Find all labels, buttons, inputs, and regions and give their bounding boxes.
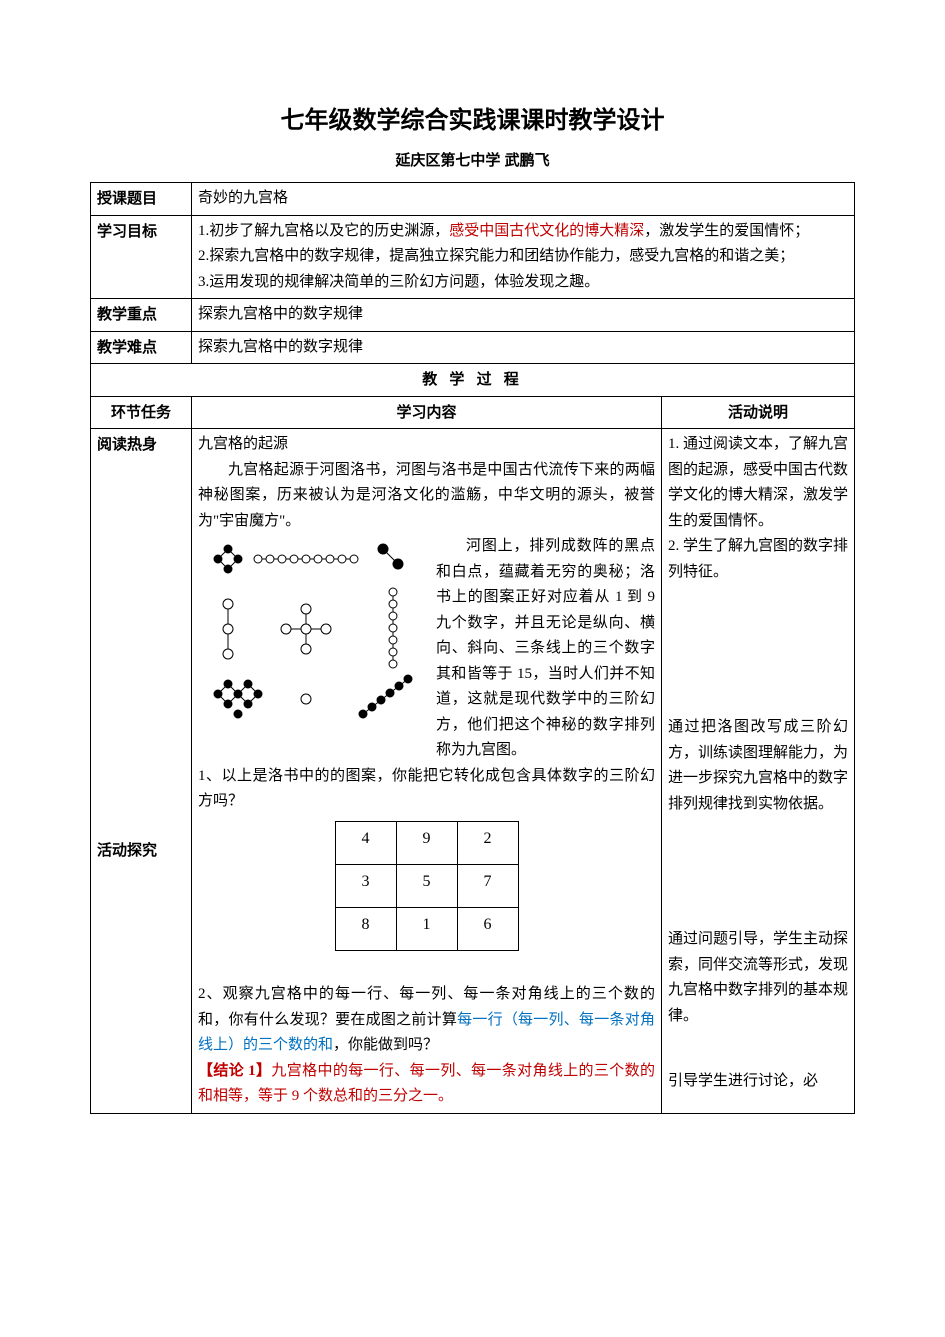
task-col: 阅读热身 活动探究: [91, 429, 192, 1114]
label-topic: 授课题目: [91, 183, 192, 216]
goal3b: 体验发现之趣: [494, 274, 584, 290]
page-title: 七年级数学综合实践课课时教学设计: [90, 100, 855, 135]
conc-c: 。: [438, 1088, 453, 1104]
header-task: 环节任务: [91, 396, 192, 429]
row-topic: 授课题目 奇妙的九宫格: [91, 183, 855, 216]
goal1a: 1.初步了解九宫格以及它的历史渊源，: [198, 223, 449, 239]
explore-act3: 引导学生进行讨论，必: [668, 1069, 848, 1095]
value-goals: 1.初步了解九宫格以及它的历史渊源，感受中国古代文化的博大精深，激发学生的爱国情…: [192, 215, 855, 299]
label-difficulty: 教学难点: [91, 331, 192, 364]
row-focus: 教学重点 探索九宫格中的数字规律: [91, 299, 855, 332]
goal1c: ，激发学生的爱国情怀；: [644, 223, 809, 239]
explore-q1: 1、以上是洛书中的的图案，你能把它转化成包含具体数字的三阶幻方吗？: [198, 764, 655, 815]
conclusion-1: 【结论 1】九宫格中的每一行、每一列、每一条对角线上的三个数的和相等，等于 9 …: [198, 1059, 655, 1110]
reading-act1: 1. 通过阅读文本，了解九宫图的起源，感受中国古代数学文化的博大精深，激发学生的…: [668, 432, 848, 534]
cell-1-1: 5: [396, 864, 457, 907]
cell-0-0: 4: [335, 821, 396, 864]
q2c: ，你能做到吗？: [333, 1037, 438, 1053]
row-process-title: 教 学 过 程: [91, 364, 855, 397]
cell-2-2: 6: [457, 907, 518, 950]
conc-b: 等于 9 个数总和的三分之一: [258, 1088, 438, 1104]
row-difficulty: 教学难点 探索九宫格中的数字规律: [91, 331, 855, 364]
spacer2: [668, 585, 848, 715]
lesson-plan-table: 授课题目 奇妙的九宫格 学习目标 1.初步了解九宫格以及它的历史渊源，感受中国古…: [90, 182, 855, 1114]
cell-1-2: 7: [457, 864, 518, 907]
page-subtitle: 延庆区第七中学 武鹏飞: [90, 149, 855, 170]
cell-1-0: 3: [335, 864, 396, 907]
process-title: 教 学 过 程: [91, 364, 855, 397]
goal2a: 2.探索九宫格中的数字规律，提高独立探究能力和团结协作能力，: [198, 248, 629, 264]
explore-q2: 2、观察九宫格中的每一行、每一列、每一条对角线上的三个数的和，你有什么发现？要在…: [198, 982, 655, 1059]
task-explore: 活动探究: [97, 838, 185, 864]
reading-act2: 2. 学生了解九宫图的数字排列特征。: [668, 534, 848, 585]
row-goals: 学习目标 1.初步了解九宫格以及它的历史渊源，感受中国古代文化的博大精深，激发学…: [91, 215, 855, 299]
value-focus: 探索九宫格中的数字规律: [192, 299, 855, 332]
reading-p2: 河图上，排列成数阵的黑点和白点，蕴藏着无穷的奥秘；洛书上的图案正好对应着从 1 …: [436, 534, 655, 764]
cell-2-1: 1: [396, 907, 457, 950]
header-content: 学习内容: [192, 396, 662, 429]
conc-label: 【结论 1】: [198, 1063, 271, 1079]
reading-p1: 九宫格起源于河图洛书，河图与洛书是中国古代流传下来的两幅神秘图案，历来被认为是河…: [198, 458, 655, 535]
value-difficulty: 探索九宫格中的数字规律: [192, 331, 855, 364]
luoshu-svg: [198, 534, 428, 734]
label-goals: 学习目标: [91, 215, 192, 299]
header-activity: 活动说明: [662, 396, 855, 429]
task-reading: 阅读热身: [97, 432, 185, 458]
luoshu-wrap: 河图上，排列成数阵的黑点和白点，蕴藏着无穷的奥秘；洛书上的图案正好对应着从 1 …: [198, 534, 655, 764]
value-topic: 奇妙的九宫格: [192, 183, 855, 216]
cell-0-2: 2: [457, 821, 518, 864]
row-body: 阅读热身 活动探究 九宫格的起源 九宫格起源于河图洛书，河图与洛书是中国古代流传…: [91, 429, 855, 1114]
goal3a: 3.运用发现的规律解决简单的三阶幻方问题，: [198, 274, 494, 290]
page: 七年级数学综合实践课课时教学设计 延庆区第七中学 武鹏飞 授课题目 奇妙的九宫格…: [0, 0, 945, 1337]
cell-0-1: 9: [396, 821, 457, 864]
spacer4: [668, 1029, 848, 1069]
label-focus: 教学重点: [91, 299, 192, 332]
goal2c: ；: [779, 248, 794, 264]
origin-title: 九宫格的起源: [198, 432, 655, 458]
explore-act2: 通过问题引导，学生主动探索，同伴交流等形式，发现九宫格中数字排列的基本规律。: [668, 927, 848, 1029]
luoshu-diagram: [198, 534, 428, 734]
goal1b: 感受中国古代文化的博大精深: [449, 223, 644, 239]
magic-square: 492 357 816: [335, 821, 519, 951]
cell-2-0: 8: [335, 907, 396, 950]
explore-act1: 通过把洛图改写成三阶幻方，训练读图理解能力，为进一步探究九宫格中的数字排列规律找…: [668, 715, 848, 817]
row-headers: 环节任务 学习内容 活动说明: [91, 396, 855, 429]
spacer3: [668, 817, 848, 927]
goal2b: 感受九宫格的和谐之美: [629, 248, 779, 264]
goal3c: 。: [584, 274, 599, 290]
spacer1: [97, 458, 185, 838]
content-col: 九宫格的起源 九宫格起源于河图洛书，河图与洛书是中国古代流传下来的两幅神秘图案，…: [192, 429, 662, 1114]
activity-col: 1. 通过阅读文本，了解九宫图的起源，感受中国古代数学文化的博大精深，激发学生的…: [662, 429, 855, 1114]
